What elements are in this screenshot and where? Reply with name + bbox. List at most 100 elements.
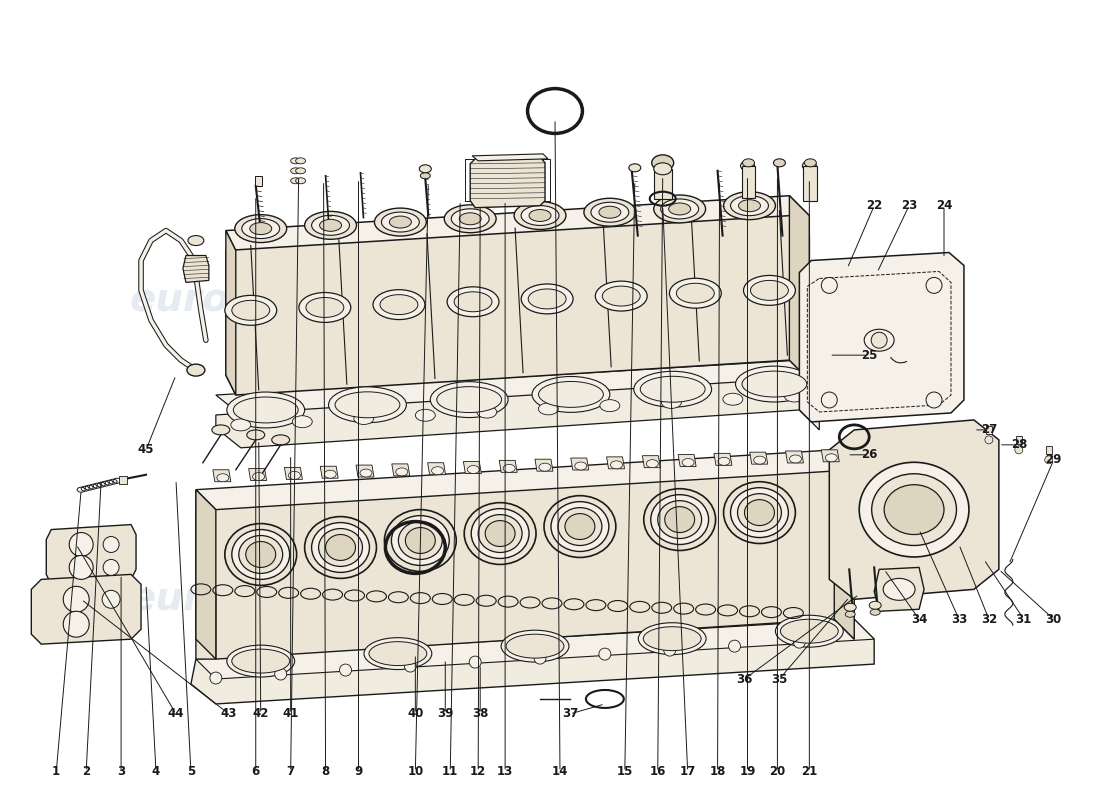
Polygon shape — [800, 253, 964, 422]
Polygon shape — [249, 469, 266, 481]
Ellipse shape — [598, 206, 620, 218]
Polygon shape — [196, 490, 216, 659]
Ellipse shape — [780, 619, 838, 643]
Ellipse shape — [188, 270, 204, 281]
Ellipse shape — [320, 219, 341, 231]
Polygon shape — [226, 216, 810, 395]
Text: 42: 42 — [253, 707, 268, 721]
Polygon shape — [191, 619, 874, 704]
Ellipse shape — [859, 462, 969, 557]
Ellipse shape — [392, 515, 449, 566]
Ellipse shape — [506, 634, 564, 658]
Ellipse shape — [454, 292, 492, 312]
Text: 29: 29 — [1045, 454, 1062, 466]
Ellipse shape — [250, 222, 272, 234]
Circle shape — [210, 672, 222, 684]
Polygon shape — [213, 470, 231, 482]
Ellipse shape — [437, 386, 502, 413]
Ellipse shape — [389, 216, 411, 228]
Ellipse shape — [869, 602, 881, 610]
Ellipse shape — [447, 287, 499, 317]
Text: 40: 40 — [407, 707, 424, 721]
Circle shape — [793, 636, 805, 648]
Circle shape — [1045, 456, 1053, 464]
Ellipse shape — [640, 376, 705, 402]
Ellipse shape — [212, 425, 230, 435]
Polygon shape — [829, 420, 999, 599]
Ellipse shape — [242, 218, 279, 238]
Ellipse shape — [299, 293, 351, 322]
Ellipse shape — [544, 496, 616, 558]
Polygon shape — [428, 462, 446, 474]
Polygon shape — [678, 454, 696, 466]
Ellipse shape — [742, 159, 755, 167]
Ellipse shape — [288, 471, 300, 479]
Ellipse shape — [754, 456, 766, 464]
Polygon shape — [392, 464, 410, 476]
Text: 3: 3 — [117, 766, 125, 778]
Text: 8: 8 — [321, 766, 330, 778]
Ellipse shape — [503, 464, 515, 472]
Ellipse shape — [478, 514, 522, 553]
Text: 16: 16 — [649, 766, 666, 778]
Text: eurosparcs: eurosparcs — [559, 282, 801, 319]
Bar — [255, 176, 262, 186]
Circle shape — [340, 664, 352, 676]
Ellipse shape — [232, 300, 270, 320]
Ellipse shape — [451, 209, 490, 229]
Circle shape — [926, 392, 942, 408]
Text: 24: 24 — [936, 199, 953, 212]
Text: 39: 39 — [437, 707, 453, 721]
Ellipse shape — [444, 205, 496, 233]
Circle shape — [102, 590, 120, 608]
Ellipse shape — [871, 474, 957, 546]
Ellipse shape — [224, 523, 297, 586]
Ellipse shape — [528, 289, 566, 309]
Ellipse shape — [865, 330, 894, 351]
Ellipse shape — [634, 371, 712, 407]
Circle shape — [405, 660, 416, 672]
Text: eurosparcs: eurosparcs — [559, 580, 801, 618]
Text: 21: 21 — [801, 766, 817, 778]
Circle shape — [598, 648, 611, 660]
Ellipse shape — [364, 638, 432, 670]
Ellipse shape — [884, 485, 944, 534]
Ellipse shape — [431, 466, 443, 474]
Text: 11: 11 — [442, 766, 459, 778]
Polygon shape — [216, 378, 820, 448]
Circle shape — [103, 537, 119, 553]
Ellipse shape — [724, 192, 776, 220]
Ellipse shape — [246, 430, 265, 440]
Ellipse shape — [745, 500, 774, 526]
Text: 15: 15 — [617, 766, 632, 778]
Ellipse shape — [644, 626, 701, 650]
Ellipse shape — [217, 474, 229, 482]
Polygon shape — [356, 465, 374, 477]
Ellipse shape — [575, 462, 586, 470]
Bar — [803, 166, 817, 201]
Ellipse shape — [790, 455, 802, 463]
Polygon shape — [472, 154, 548, 161]
Text: 45: 45 — [138, 443, 154, 456]
Ellipse shape — [591, 202, 629, 222]
Ellipse shape — [647, 460, 658, 468]
Ellipse shape — [420, 173, 430, 178]
Ellipse shape — [296, 178, 306, 184]
Circle shape — [663, 644, 675, 656]
Ellipse shape — [804, 159, 816, 167]
Polygon shape — [750, 452, 768, 464]
Text: 43: 43 — [221, 707, 236, 721]
Ellipse shape — [233, 397, 298, 423]
Ellipse shape — [416, 410, 436, 422]
Ellipse shape — [234, 214, 287, 242]
Ellipse shape — [329, 387, 406, 422]
Polygon shape — [642, 456, 660, 468]
Ellipse shape — [558, 508, 602, 546]
Ellipse shape — [398, 522, 442, 559]
Ellipse shape — [326, 534, 355, 561]
Polygon shape — [216, 360, 820, 415]
Ellipse shape — [430, 382, 508, 418]
Ellipse shape — [661, 397, 681, 409]
Ellipse shape — [224, 295, 277, 326]
Ellipse shape — [845, 603, 856, 611]
